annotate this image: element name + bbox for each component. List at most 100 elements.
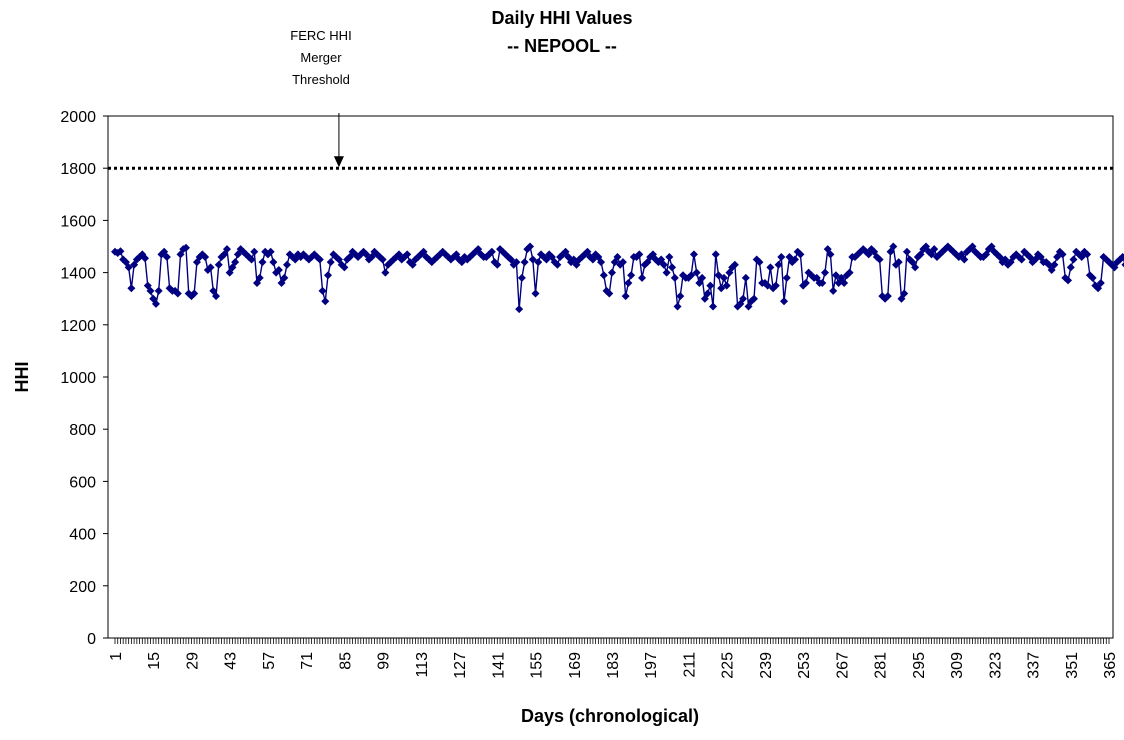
- data-point: [1058, 250, 1067, 259]
- data-point: [960, 255, 969, 264]
- x-tick-label: 29: [184, 652, 201, 670]
- data-point: [739, 294, 748, 303]
- data-point: [894, 258, 903, 267]
- x-tick-label: 267: [834, 652, 851, 679]
- data-point: [796, 250, 805, 259]
- data-point: [222, 245, 231, 254]
- y-tick-label: 400: [69, 527, 96, 544]
- data-point: [730, 260, 739, 269]
- data-point: [763, 281, 772, 290]
- y-tick-label: 2000: [60, 109, 96, 126]
- data-point: [703, 289, 712, 298]
- data-point: [340, 263, 349, 272]
- data-point: [670, 273, 679, 282]
- data-point: [378, 255, 387, 264]
- x-tick-label: 57: [261, 652, 278, 670]
- data-point: [662, 268, 671, 277]
- data-point: [528, 255, 537, 264]
- data-point: [283, 260, 292, 269]
- data-point: [1050, 260, 1059, 269]
- data-point: [1088, 273, 1097, 282]
- data-point: [782, 273, 791, 282]
- x-axis-title: Days (chronological): [521, 706, 699, 726]
- x-tick-label: 99: [376, 652, 393, 670]
- data-point: [692, 268, 701, 277]
- data-point: [531, 289, 540, 298]
- x-tick-label: 43: [223, 652, 240, 670]
- y-tick-label: 1400: [60, 266, 96, 283]
- y-tick-label: 1600: [60, 213, 96, 230]
- x-tick-label: 183: [605, 652, 622, 679]
- data-point: [364, 255, 373, 264]
- data-point: [116, 247, 125, 256]
- data-point: [741, 273, 750, 282]
- data-point: [206, 263, 215, 272]
- data-point: [446, 255, 455, 264]
- data-point: [818, 279, 827, 288]
- data-point: [829, 286, 838, 295]
- chart-title: Daily HHI Values: [491, 8, 632, 28]
- data-point: [722, 281, 731, 290]
- data-point: [709, 302, 718, 311]
- x-tick-label: 239: [758, 652, 775, 679]
- data-point: [668, 263, 677, 272]
- data-point: [318, 286, 327, 295]
- chart-subtitle: -- NEPOOL --: [507, 36, 617, 56]
- data-point: [588, 255, 597, 264]
- data-point: [608, 268, 616, 277]
- data-point: [706, 281, 715, 290]
- data-point: [397, 255, 406, 264]
- data-point: [717, 284, 726, 293]
- x-tick-label: 1: [108, 652, 125, 661]
- data-point: [883, 292, 892, 301]
- threshold-label-line: Threshold: [292, 72, 350, 87]
- data-point: [575, 255, 584, 264]
- data-point: [266, 247, 275, 256]
- y-axis-title: HHI: [12, 362, 32, 393]
- data-point: [255, 273, 264, 282]
- data-point: [771, 281, 780, 290]
- threshold-label-line: Merger: [300, 50, 342, 65]
- data-point: [597, 258, 606, 267]
- data-point: [201, 252, 210, 261]
- data-point: [618, 258, 627, 267]
- x-tick-label: 141: [490, 652, 507, 679]
- data-point: [381, 268, 390, 277]
- data-point: [124, 263, 133, 272]
- data-point: [162, 252, 171, 261]
- y-axis: 0 200 400 600 800 1000 1200 1400 1600 1800 2000: [60, 109, 108, 648]
- data-point: [258, 258, 267, 267]
- data-point: [304, 255, 313, 264]
- x-axis: 1 15 29 43 57 71 85 99 113 127 141 155 169 183 197 211 2…: [108, 638, 1119, 679]
- data-point: [146, 286, 155, 295]
- data-point: [534, 258, 543, 267]
- x-tick-label: 351: [1064, 652, 1081, 679]
- x-tick-label: 169: [567, 652, 584, 679]
- data-point: [676, 292, 685, 301]
- data-point: [766, 263, 775, 272]
- data-point: [687, 271, 696, 280]
- data-point: [512, 258, 521, 267]
- y-tick-label: 1000: [60, 370, 96, 387]
- data-point: [621, 292, 630, 301]
- data-point: [520, 258, 529, 267]
- data-point: [542, 255, 551, 264]
- data-point: [1031, 255, 1040, 264]
- data-point: [665, 252, 674, 261]
- data-point: [774, 260, 783, 269]
- data-point: [821, 268, 829, 277]
- data-point: [930, 245, 939, 254]
- data-point: [714, 271, 723, 280]
- data-point: [1115, 255, 1124, 264]
- x-tick-label: 127: [452, 652, 469, 679]
- x-tick-label: 253: [796, 652, 813, 679]
- data-point: [777, 252, 786, 261]
- data-point: [154, 286, 163, 295]
- y-tick-label: 1800: [60, 161, 96, 178]
- data-point: [840, 279, 849, 288]
- data-point: [826, 250, 835, 259]
- data-point: [487, 247, 496, 256]
- x-tick-label: 71: [299, 652, 316, 670]
- x-tick-label: 113: [414, 652, 431, 678]
